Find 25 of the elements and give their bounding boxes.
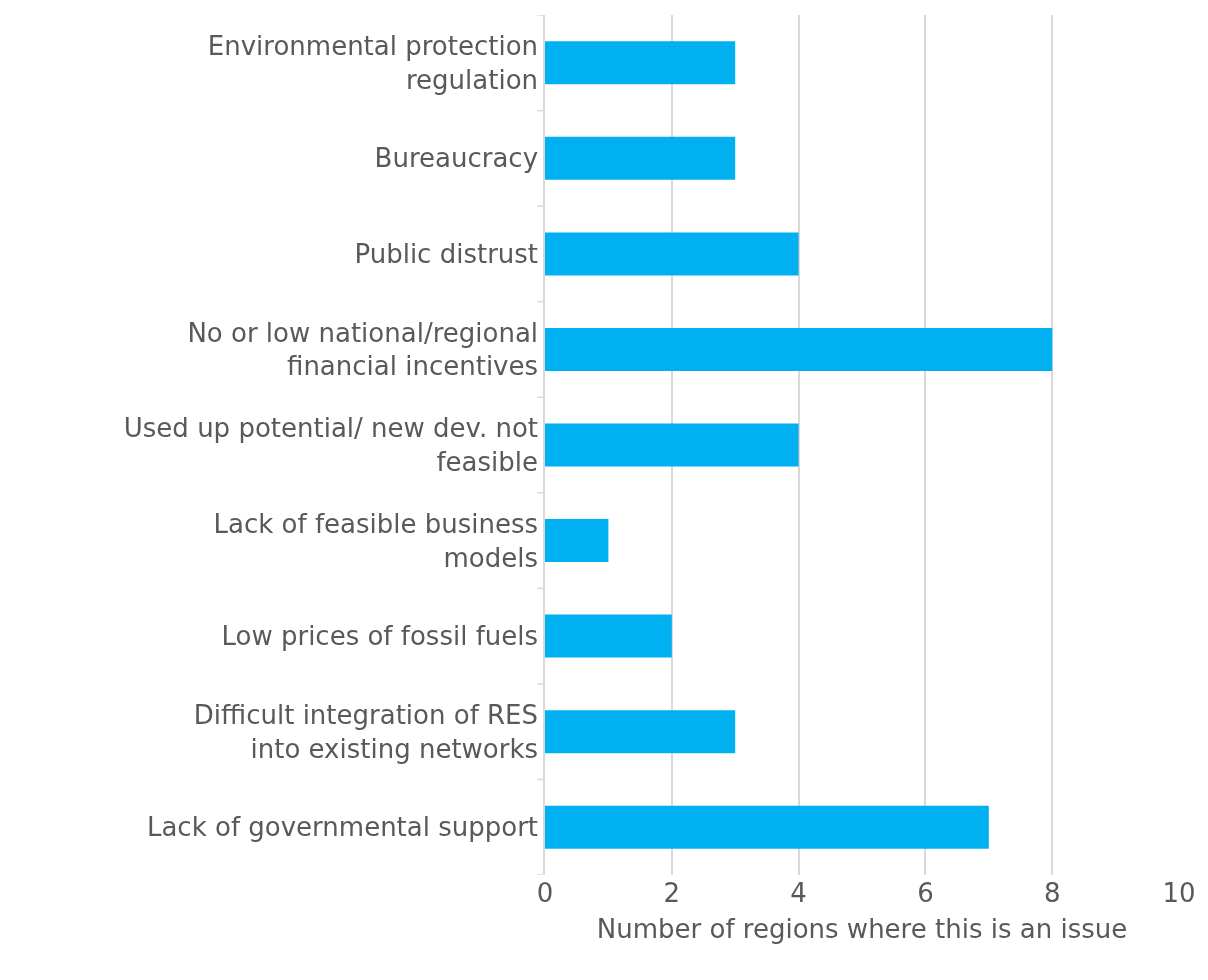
- y-tick-label: No or low national/regional financial incentives: [187, 317, 539, 382]
- bar: [545, 327, 1053, 371]
- x-tick-label: 4: [790, 878, 807, 908]
- y-tick-label: Difficult integration of RES into existing networks: [193, 699, 539, 764]
- x-tick-label: 2: [663, 878, 681, 908]
- bar: [545, 519, 609, 563]
- y-tick-label: Lack of governmental support: [146, 812, 539, 843]
- y-tick-label: Low prices of fossil fuels: [221, 621, 539, 652]
- bar: [545, 710, 736, 754]
- y-tick-label: Used up potential/ new dev. not feasible: [123, 413, 539, 477]
- bar: [545, 232, 799, 276]
- y-tick-label: Lack of feasible business models: [213, 508, 539, 573]
- x-tick-label: 0: [536, 878, 554, 908]
- x-tick-label: 6: [917, 878, 934, 908]
- y-tick-label: Public distrust: [354, 238, 539, 269]
- y-tick-label: Environmental protection regulation: [207, 30, 539, 95]
- bar: [545, 136, 736, 180]
- x-tick-label: 10: [1162, 878, 1196, 908]
- bar: [545, 805, 989, 849]
- bar: [545, 423, 799, 467]
- bar: [545, 41, 736, 85]
- bar: [545, 614, 672, 658]
- x-axis-title: Number of regions where this is an issue: [596, 913, 1128, 944]
- y-tick-label: Bureaucracy: [374, 143, 539, 174]
- x-tick-label: 8: [1043, 878, 1061, 908]
